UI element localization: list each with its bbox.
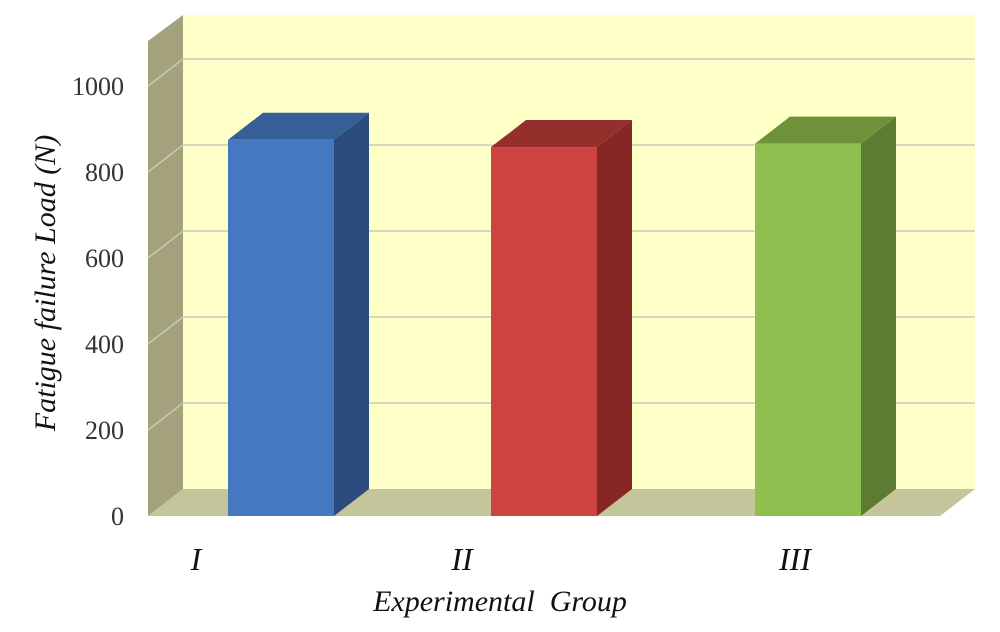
bar-side [861, 116, 896, 517]
y-tick-label: 800 [85, 158, 124, 187]
x-axis-label: Experimental Group [372, 585, 627, 618]
bar-I [228, 112, 369, 516]
y-tick-label: 400 [85, 330, 124, 359]
gridline-side [147, 58, 184, 87]
y-tick-labels: 0 200 400 600 800 1000 [72, 72, 124, 531]
bar-III [755, 116, 896, 517]
bar-side [597, 120, 632, 516]
bars-group [228, 112, 896, 517]
bar-top [491, 120, 632, 148]
y-axis-label: Fatigue failure Load (N) [29, 135, 62, 432]
y-tick-label: 1000 [72, 72, 124, 101]
x-tick-label: III [778, 541, 812, 577]
bar-front [491, 147, 597, 516]
bar-front [755, 143, 861, 516]
x-tick-labels: I II III [190, 541, 813, 577]
bar-II [491, 120, 632, 516]
y-tick-label: 0 [111, 502, 124, 531]
gridline-side [147, 402, 184, 431]
side-wall [148, 15, 183, 516]
bar-side [334, 112, 369, 516]
gridline-side [147, 316, 184, 345]
y-tick-label: 600 [85, 244, 124, 273]
x-tick-label: II [450, 541, 474, 577]
y-tick-label: 200 [85, 416, 124, 445]
gridline-side [147, 144, 184, 173]
bar-front [228, 139, 334, 516]
bar-top [755, 116, 896, 144]
gridline-side [147, 230, 184, 259]
x-tick-label: I [190, 541, 203, 577]
bar-top [228, 112, 369, 140]
